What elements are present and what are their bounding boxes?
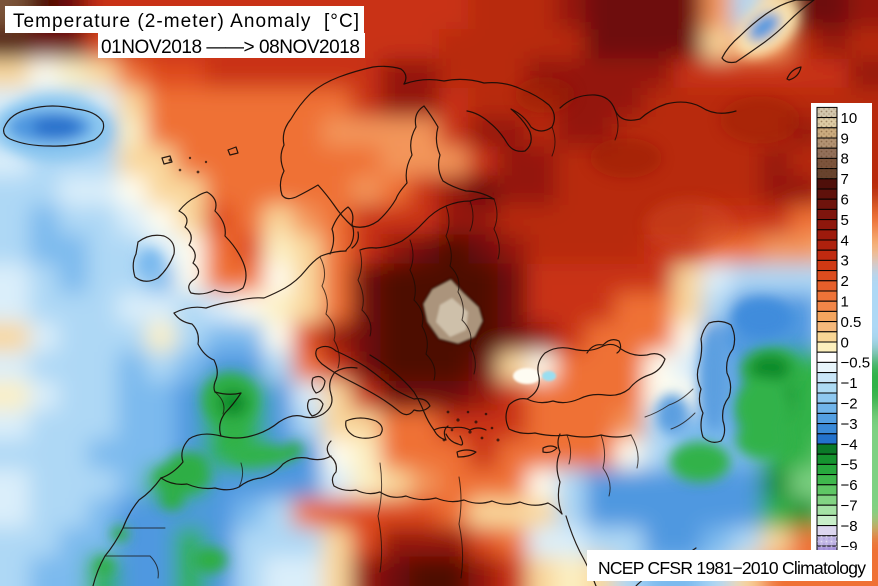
svg-text:3: 3 [841, 253, 849, 270]
svg-text:4: 4 [841, 232, 849, 249]
svg-text:8: 8 [841, 151, 849, 168]
svg-text:−6: −6 [841, 477, 858, 494]
svg-text:−3: −3 [841, 416, 858, 433]
svg-text:−4: −4 [841, 436, 858, 453]
svg-text:01NOV2018 ——> 08NOV2018: 01NOV2018 ——> 08NOV2018 [101, 37, 360, 58]
svg-text:−7: −7 [841, 498, 858, 515]
svg-text:6: 6 [841, 192, 849, 209]
svg-text:1: 1 [841, 294, 849, 311]
svg-text:5: 5 [841, 212, 849, 229]
svg-text:−2: −2 [841, 396, 858, 413]
svg-text:7: 7 [841, 171, 849, 188]
svg-text:2: 2 [841, 273, 849, 290]
svg-text:−1: −1 [841, 375, 858, 392]
svg-text:−8: −8 [841, 518, 858, 535]
svg-text:9: 9 [841, 130, 849, 147]
svg-text:10: 10 [841, 110, 858, 127]
svg-text:NCEP CFSR 1981−2010 Climatolog: NCEP CFSR 1981−2010 Climatology [598, 558, 866, 578]
svg-text:0.5: 0.5 [841, 314, 862, 331]
svg-text:0: 0 [841, 334, 849, 351]
svg-text:Temperature (2-meter) Anomaly: Temperature (2-meter) Anomaly [°C] [13, 11, 359, 32]
svg-text:−5: −5 [841, 457, 858, 474]
svg-text:−0.5: −0.5 [841, 355, 871, 372]
